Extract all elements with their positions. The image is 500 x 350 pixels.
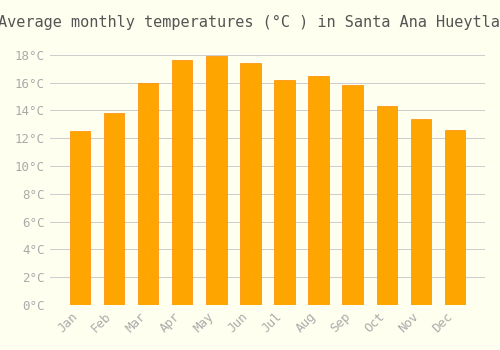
Bar bbox=[206, 56, 227, 305]
Bar bbox=[172, 60, 193, 305]
Bar bbox=[410, 119, 431, 305]
Bar bbox=[445, 130, 465, 305]
Bar bbox=[70, 131, 90, 305]
Bar bbox=[274, 80, 294, 305]
Bar bbox=[138, 83, 158, 305]
Bar bbox=[308, 76, 329, 305]
Title: Average monthly temperatures (°C ) in Santa Ana Hueytlalpan: Average monthly temperatures (°C ) in Sa… bbox=[0, 15, 500, 30]
Bar bbox=[376, 106, 397, 305]
Bar bbox=[240, 63, 260, 305]
Bar bbox=[342, 85, 363, 305]
Bar bbox=[104, 113, 124, 305]
